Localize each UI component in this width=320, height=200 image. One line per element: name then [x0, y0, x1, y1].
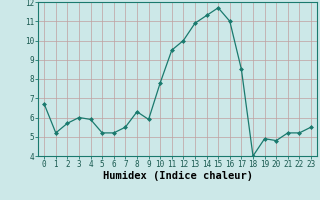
- X-axis label: Humidex (Indice chaleur): Humidex (Indice chaleur): [103, 171, 252, 181]
